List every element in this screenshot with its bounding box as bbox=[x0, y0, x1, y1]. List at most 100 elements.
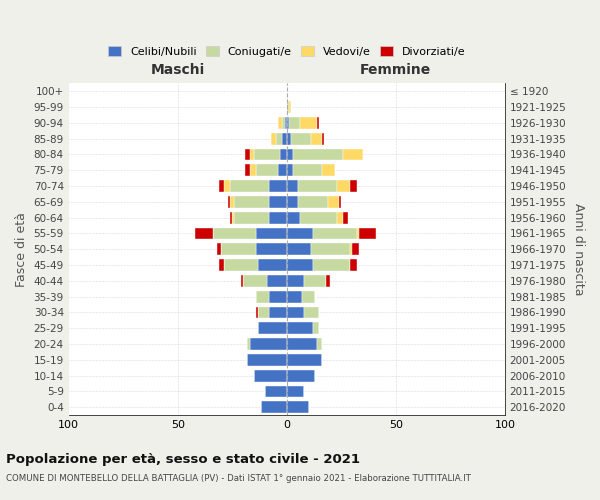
Bar bbox=[267, 275, 287, 287]
Bar bbox=[224, 180, 230, 192]
Legend: Celibi/Nubili, Coniugati/e, Vedovi/e, Divorziati/e: Celibi/Nubili, Coniugati/e, Vedovi/e, Di… bbox=[104, 42, 469, 60]
Bar bbox=[287, 338, 317, 350]
Bar bbox=[311, 132, 322, 144]
Bar bbox=[278, 164, 287, 176]
Bar bbox=[247, 338, 250, 350]
Bar bbox=[300, 117, 317, 129]
Bar bbox=[271, 132, 276, 144]
Bar bbox=[243, 275, 267, 287]
Bar bbox=[287, 259, 313, 271]
Bar bbox=[230, 196, 235, 208]
Bar bbox=[293, 148, 343, 160]
Bar bbox=[289, 101, 291, 113]
Bar bbox=[313, 228, 356, 239]
Bar bbox=[254, 370, 287, 382]
Bar bbox=[322, 132, 324, 144]
Bar bbox=[217, 244, 221, 255]
Bar bbox=[287, 322, 313, 334]
Bar bbox=[298, 180, 337, 192]
Bar bbox=[287, 212, 300, 224]
Bar bbox=[269, 196, 287, 208]
Bar bbox=[245, 148, 250, 160]
Bar bbox=[230, 180, 269, 192]
Bar bbox=[337, 212, 343, 224]
Bar bbox=[287, 386, 304, 398]
Bar bbox=[245, 164, 250, 176]
Bar bbox=[212, 228, 256, 239]
Bar bbox=[254, 148, 280, 160]
Bar bbox=[259, 259, 287, 271]
Bar bbox=[247, 354, 287, 366]
Bar bbox=[298, 196, 328, 208]
Y-axis label: Anni di nascita: Anni di nascita bbox=[572, 203, 585, 296]
Bar bbox=[256, 164, 278, 176]
Bar bbox=[280, 148, 287, 160]
Bar bbox=[343, 212, 348, 224]
Bar bbox=[287, 402, 308, 413]
Text: Popolazione per età, sesso e stato civile - 2021: Popolazione per età, sesso e stato civil… bbox=[6, 452, 360, 466]
Bar bbox=[269, 180, 287, 192]
Bar bbox=[283, 132, 287, 144]
Bar bbox=[224, 259, 259, 271]
Y-axis label: Fasce di età: Fasce di età bbox=[15, 212, 28, 286]
Bar bbox=[269, 290, 287, 302]
Bar bbox=[259, 306, 269, 318]
Bar bbox=[343, 148, 363, 160]
Bar bbox=[322, 164, 335, 176]
Bar bbox=[328, 196, 339, 208]
Bar bbox=[230, 212, 232, 224]
Bar bbox=[250, 148, 254, 160]
Bar bbox=[284, 117, 287, 129]
Bar bbox=[287, 290, 302, 302]
Bar bbox=[283, 117, 284, 129]
Bar bbox=[260, 402, 287, 413]
Bar bbox=[311, 244, 350, 255]
Bar bbox=[265, 386, 287, 398]
Bar bbox=[287, 132, 291, 144]
Bar bbox=[221, 244, 256, 255]
Bar bbox=[250, 338, 287, 350]
Bar bbox=[350, 180, 356, 192]
Bar bbox=[291, 132, 311, 144]
Bar bbox=[352, 244, 359, 255]
Bar bbox=[235, 212, 269, 224]
Bar bbox=[259, 322, 287, 334]
Bar bbox=[250, 164, 256, 176]
Bar bbox=[300, 212, 337, 224]
Bar bbox=[326, 275, 331, 287]
Bar bbox=[232, 212, 235, 224]
Bar bbox=[269, 212, 287, 224]
Bar bbox=[356, 228, 359, 239]
Bar bbox=[276, 132, 283, 144]
Bar bbox=[304, 275, 326, 287]
Bar bbox=[289, 117, 300, 129]
Bar bbox=[350, 259, 356, 271]
Bar bbox=[287, 164, 293, 176]
Bar bbox=[302, 290, 315, 302]
Bar bbox=[256, 306, 259, 318]
Bar bbox=[287, 101, 289, 113]
Bar bbox=[317, 338, 322, 350]
Bar bbox=[337, 180, 350, 192]
Bar bbox=[219, 259, 224, 271]
Bar bbox=[287, 354, 322, 366]
Bar bbox=[195, 228, 212, 239]
Bar bbox=[235, 196, 269, 208]
Bar bbox=[287, 117, 289, 129]
Bar bbox=[287, 196, 298, 208]
Bar bbox=[317, 117, 319, 129]
Bar bbox=[287, 244, 311, 255]
Text: Maschi: Maschi bbox=[151, 62, 205, 76]
Bar bbox=[287, 180, 298, 192]
Bar bbox=[287, 148, 293, 160]
Bar bbox=[293, 164, 322, 176]
Bar bbox=[278, 117, 283, 129]
Bar bbox=[287, 228, 313, 239]
Text: COMUNE DI MONTEBELLO DELLA BATTAGLIA (PV) - Dati ISTAT 1° gennaio 2021 - Elabora: COMUNE DI MONTEBELLO DELLA BATTAGLIA (PV… bbox=[6, 474, 471, 483]
Bar bbox=[269, 306, 287, 318]
Bar bbox=[359, 228, 376, 239]
Bar bbox=[339, 196, 341, 208]
Bar bbox=[304, 306, 319, 318]
Bar bbox=[287, 370, 315, 382]
Bar bbox=[219, 180, 224, 192]
